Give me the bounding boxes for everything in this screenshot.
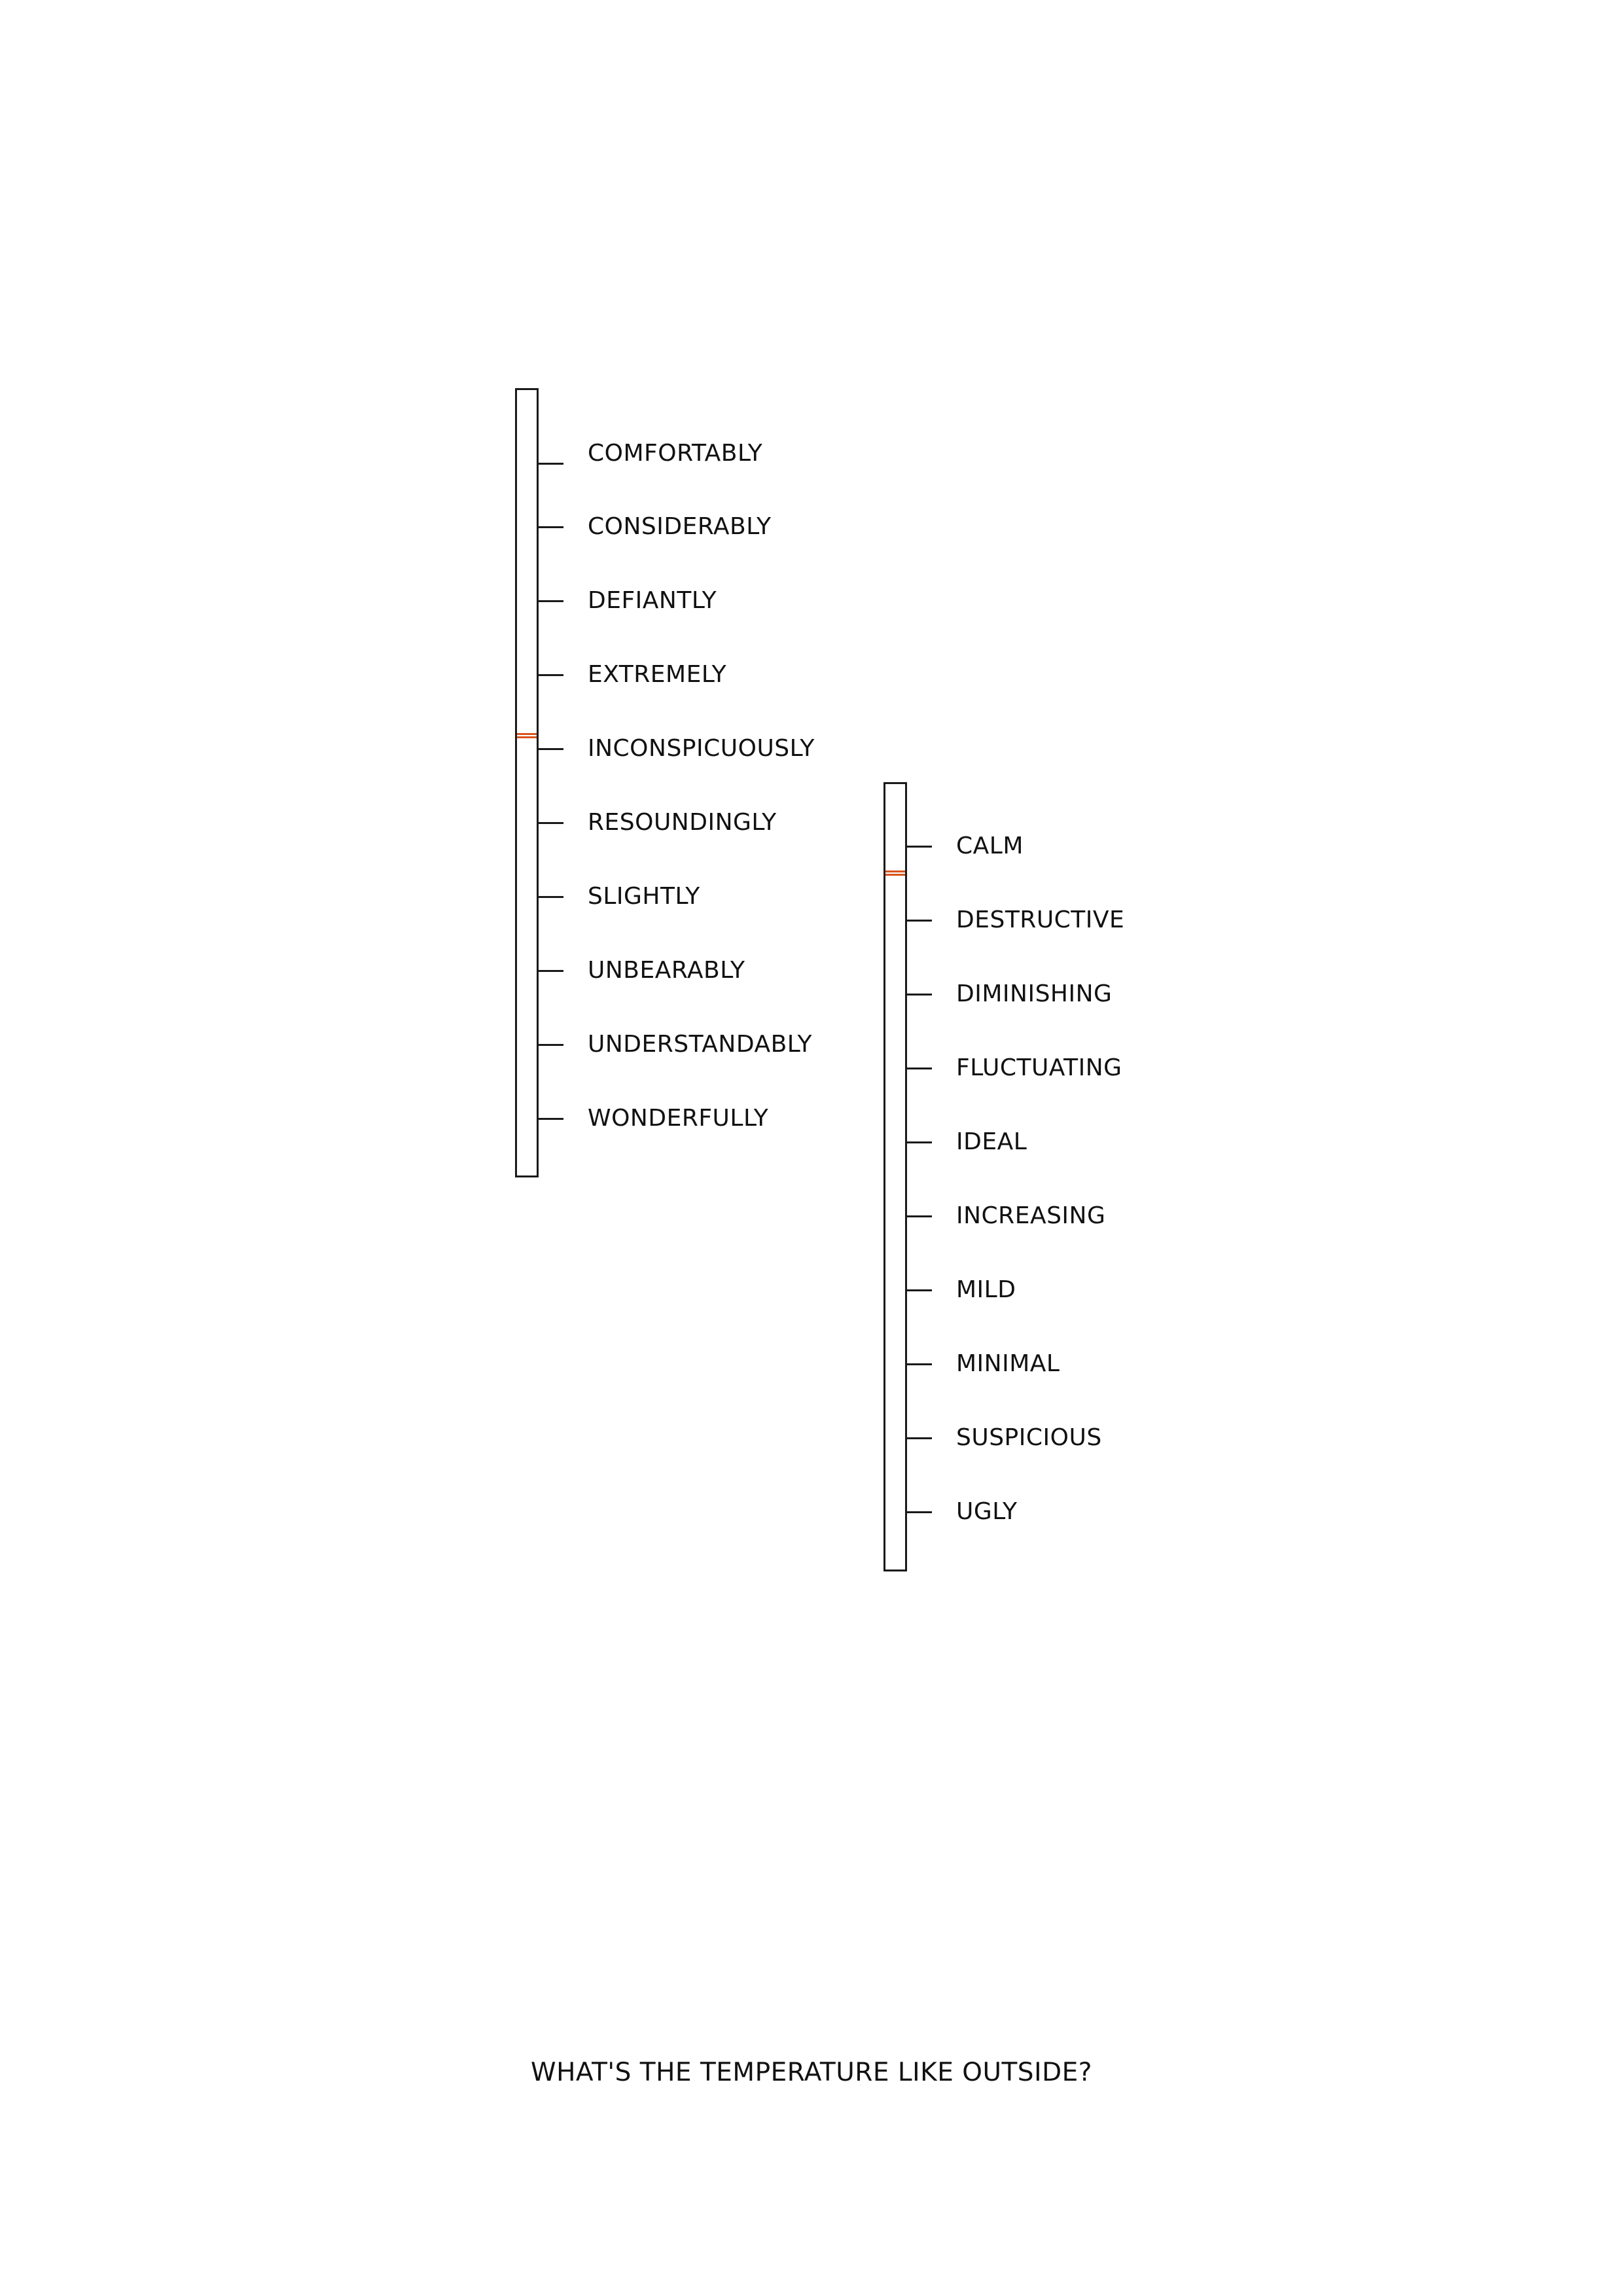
gauge-level-indicator [517,733,537,738]
question-caption: WHAT'S THE TEMPERATURE LIKE OUTSIDE? [531,2058,1092,2087]
gauge-tick [907,1511,932,1513]
gauge-tick [539,896,563,898]
gauge-tick [907,1141,932,1143]
gauge-label-diminishing: DIMINISHING [956,980,1113,1007]
gauge-tick [907,1289,932,1291]
gauge-label-minimal: MINIMAL [956,1350,1060,1377]
gauge-tick [539,463,563,465]
gauge-label-extremely: EXTREMELY [588,661,727,688]
gauge-label-slightly: SLIGHTLY [588,883,700,910]
gauge-label-suspicious: SUSPICIOUS [956,1424,1102,1451]
gauge-tick [907,1363,932,1365]
gauge-tick [539,674,563,676]
gauge-tick [907,1067,932,1069]
gauge-label-considerably: CONSIDERABLY [588,513,772,540]
gauge-tick [907,1437,932,1439]
gauge-label-mild: MILD [956,1276,1016,1303]
gauge-label-ugly: UGLY [956,1498,1018,1525]
gauge-label-increasing: INCREASING [956,1202,1106,1229]
gauge-label-fluctuating: FLUCTUATING [956,1054,1122,1081]
gauge-tick [907,920,932,922]
gauge-tick [907,846,932,848]
gauge-label-resoundingly: RESOUNDINGLY [588,809,777,836]
gauge-label-inconspicuously: INCONSPICUOUSLY [588,735,815,762]
gauge-label-ideal: IDEAL [956,1128,1027,1155]
gauge-label-destructive: DESTRUCTIVE [956,906,1125,933]
gauge-tick [539,1044,563,1046]
gauge-level-indicator [885,870,905,876]
gauge-tick [539,970,563,972]
gauge-label-unbearably: UNBEARABLY [588,957,745,984]
gauge-tick [539,748,563,750]
gauge-label-understandably: UNDERSTANDABLY [588,1031,813,1058]
gauge-tick [539,526,563,528]
gauge-tick [907,994,932,996]
gauge-tube [883,782,907,1571]
gauge-label-defiantly: DEFIANTLY [588,587,717,614]
gauge-tube [515,388,539,1177]
gauge-tick [539,822,563,824]
gauge-tick [907,1215,932,1217]
gauge-label-calm: CALM [956,833,1024,859]
gauge-label-wonderfully: WONDERFULLY [588,1105,769,1132]
gauge-label-comfortably: COMFORTABLY [588,440,763,467]
gauge-tick [539,1118,563,1120]
gauge-tick [539,600,563,602]
